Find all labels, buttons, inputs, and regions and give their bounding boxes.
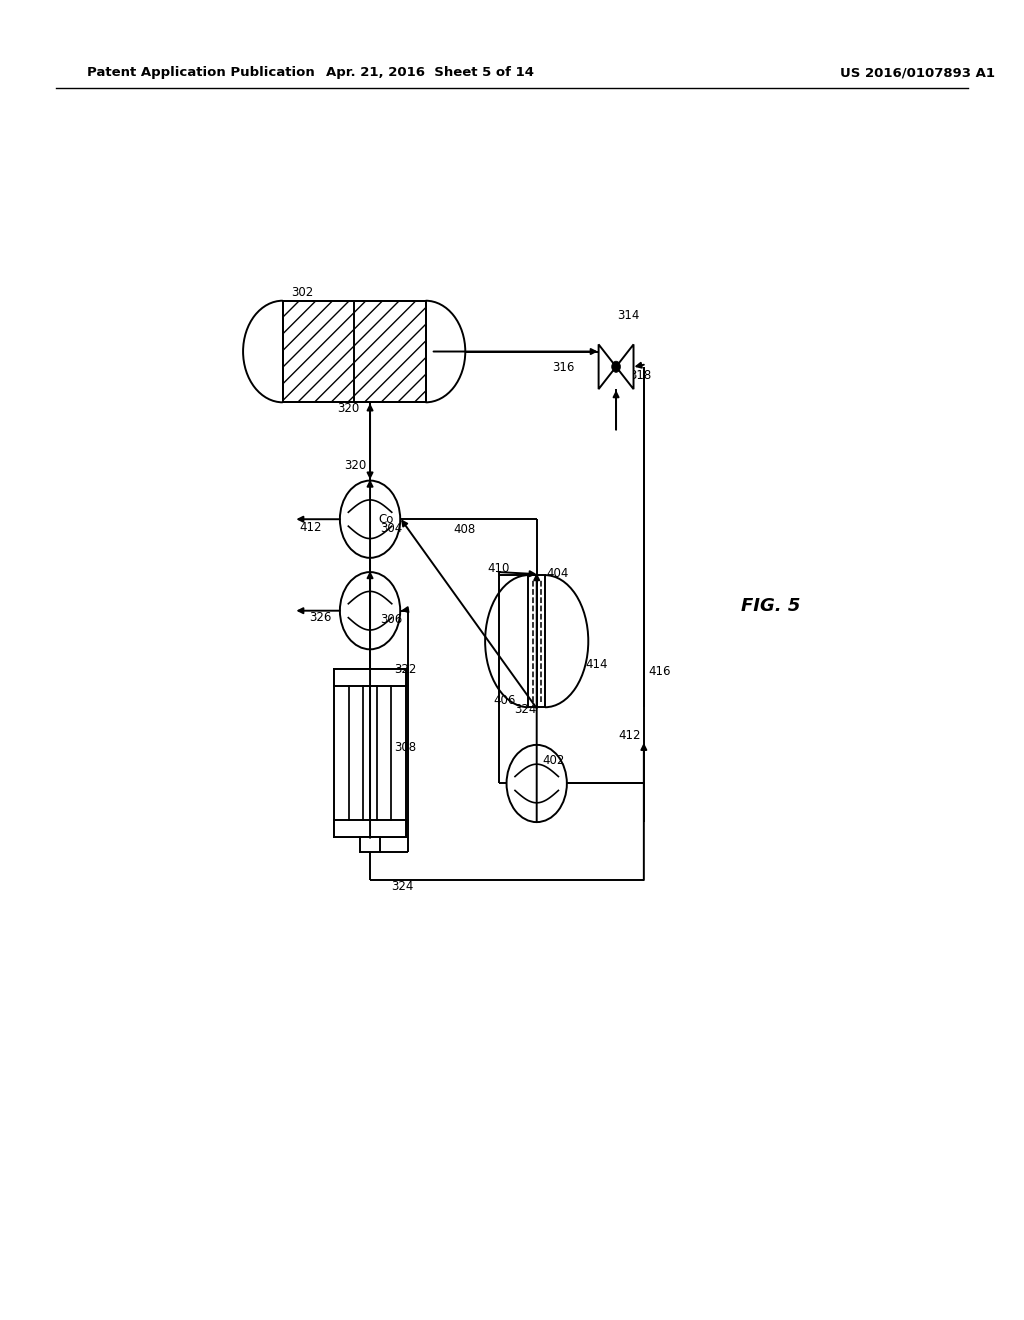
Bar bbox=[334, 669, 406, 686]
Bar bbox=[283, 301, 426, 403]
Text: 304: 304 bbox=[380, 521, 402, 535]
Text: 324: 324 bbox=[514, 702, 537, 715]
Text: 316: 316 bbox=[553, 362, 574, 375]
Text: 322: 322 bbox=[394, 663, 416, 676]
Polygon shape bbox=[616, 345, 634, 389]
Text: 308: 308 bbox=[394, 742, 416, 755]
Text: 402: 402 bbox=[543, 754, 564, 767]
Text: 320: 320 bbox=[344, 459, 367, 471]
Text: 408: 408 bbox=[454, 523, 475, 536]
Circle shape bbox=[340, 480, 400, 558]
Text: FIG. 5: FIG. 5 bbox=[741, 597, 801, 615]
Bar bbox=[360, 837, 380, 851]
Text: 306: 306 bbox=[380, 614, 402, 627]
Text: 406: 406 bbox=[494, 693, 516, 706]
Text: 314: 314 bbox=[617, 309, 640, 322]
Text: 404: 404 bbox=[546, 566, 568, 579]
Bar bbox=[283, 301, 426, 403]
Text: Apr. 21, 2016  Sheet 5 of 14: Apr. 21, 2016 Sheet 5 of 14 bbox=[326, 66, 535, 79]
Text: US 2016/0107893 A1: US 2016/0107893 A1 bbox=[840, 66, 994, 79]
Text: 324: 324 bbox=[391, 879, 414, 892]
Text: 302: 302 bbox=[292, 286, 313, 300]
Bar bbox=[334, 820, 406, 837]
Bar bbox=[334, 669, 406, 837]
Text: 320: 320 bbox=[338, 401, 359, 414]
Text: 318: 318 bbox=[630, 370, 652, 383]
Text: Co: Co bbox=[378, 512, 393, 525]
Text: 326: 326 bbox=[309, 611, 332, 624]
Text: 412: 412 bbox=[299, 521, 322, 533]
Text: 416: 416 bbox=[648, 665, 671, 678]
Circle shape bbox=[611, 362, 621, 372]
Circle shape bbox=[507, 744, 567, 822]
Text: 414: 414 bbox=[585, 659, 607, 671]
Text: 410: 410 bbox=[487, 561, 510, 574]
Bar bbox=[528, 576, 545, 708]
Text: Patent Application Publication: Patent Application Publication bbox=[87, 66, 314, 79]
Circle shape bbox=[340, 572, 400, 649]
Text: 412: 412 bbox=[618, 729, 641, 742]
Polygon shape bbox=[599, 345, 616, 389]
